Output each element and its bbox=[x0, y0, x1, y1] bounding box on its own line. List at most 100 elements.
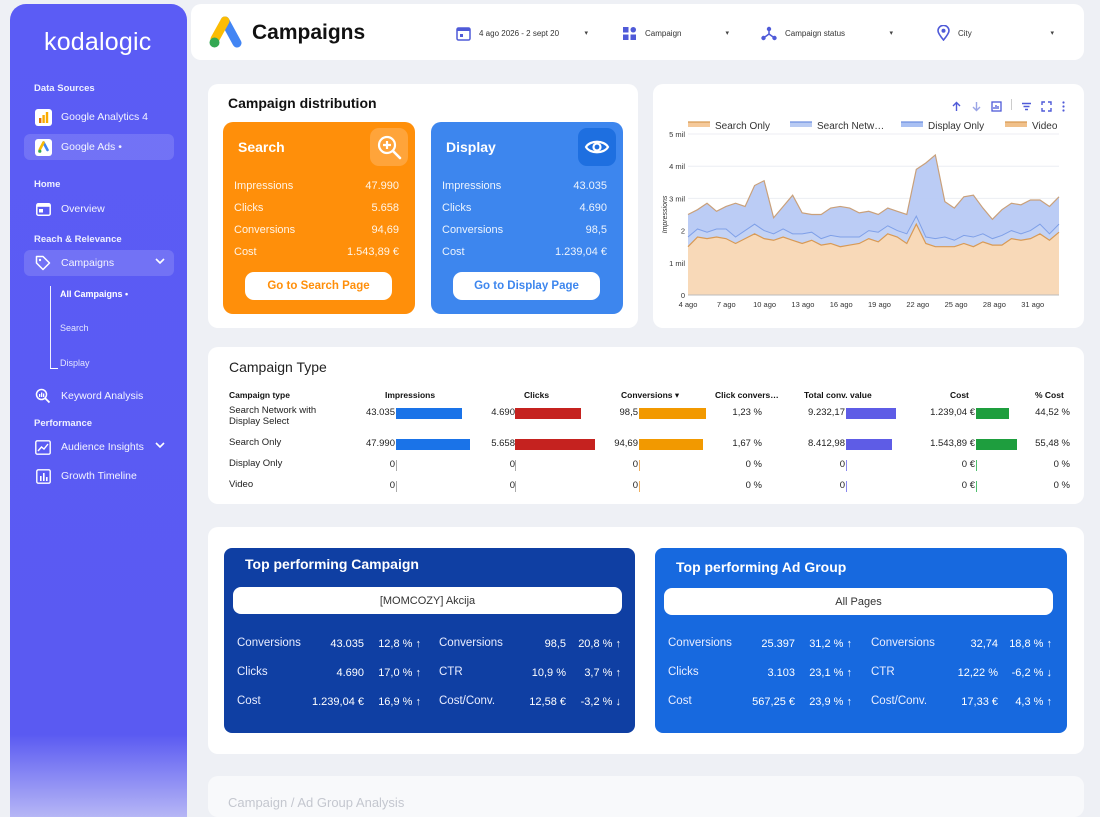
metric-value: 3.103 bbox=[767, 667, 795, 679]
analysis-card bbox=[208, 776, 1084, 817]
metric-delta: 23,9 % ↑ bbox=[809, 696, 852, 708]
sidebar: kodalogic Data Sources Google Analytics … bbox=[10, 4, 187, 817]
metric-label: Conversions bbox=[871, 637, 935, 649]
metric-delta: 4,3 % ↑ bbox=[1015, 696, 1052, 708]
y-tick-label: 3 mil bbox=[669, 194, 685, 203]
percent-cost-value: 0 % bbox=[1053, 459, 1070, 470]
column-header[interactable]: Cost bbox=[950, 390, 969, 400]
column-header[interactable]: Conversions ▾ bbox=[621, 390, 680, 400]
metric-value: 98,5 bbox=[544, 638, 566, 650]
date-range-value: 4 ago 2026 - 2 sept 20 bbox=[479, 28, 560, 38]
date-range-picker[interactable]: 4 ago 2026 - 2 sept 20 ▾ bbox=[450, 20, 600, 46]
sort-ascending-icon[interactable] bbox=[951, 99, 962, 117]
column-header[interactable]: Click convers… bbox=[715, 390, 779, 400]
metric-delta: -3,2 % ↓ bbox=[580, 696, 621, 708]
campaign-filter[interactable]: Campaign ▾ bbox=[616, 20, 741, 46]
metric-label: Clicks bbox=[668, 666, 699, 678]
metric-value: 567,25 € bbox=[752, 696, 795, 708]
chart-export-icon[interactable] bbox=[991, 99, 1002, 117]
sidebar-subitem-search[interactable]: Search bbox=[60, 323, 89, 333]
top-campaign-name: [MOMCOZY] Akcija bbox=[233, 587, 622, 614]
section-reach: Reach & Relevance bbox=[34, 234, 122, 245]
sidebar-item-growth-timeline[interactable]: Growth Timeline bbox=[24, 463, 174, 489]
metric-label: Conversions bbox=[237, 637, 301, 649]
metric-delta: 23,1 % ↑ bbox=[809, 667, 852, 679]
stat-value: 43.035 bbox=[573, 180, 607, 192]
impressions-value: 47.990 bbox=[365, 438, 395, 449]
impressions-value: 0 bbox=[389, 459, 395, 470]
google-ads-logo-icon bbox=[207, 16, 243, 55]
campaign-type-card bbox=[208, 347, 1084, 504]
metric-label: Clicks bbox=[237, 666, 268, 678]
column-header[interactable]: % Cost bbox=[1035, 390, 1064, 400]
total-value-bar bbox=[846, 460, 847, 471]
x-tick-label: 22 ago bbox=[906, 300, 929, 309]
google-ads-icon bbox=[34, 138, 52, 156]
sidebar-subitem-all-campaigns[interactable]: All Campaigns • bbox=[60, 289, 129, 299]
metric-value: 1.239,04 € bbox=[312, 696, 364, 708]
legend-swatch bbox=[790, 122, 812, 127]
column-header[interactable]: Clicks bbox=[524, 390, 550, 400]
stat-value: 47.990 bbox=[365, 180, 399, 192]
total-value: 0 bbox=[839, 459, 845, 470]
clicks-value: 0 bbox=[509, 480, 515, 491]
column-header[interactable]: Impressions bbox=[385, 390, 436, 400]
impressions-area-chart: 0 1 mil 2 3 mil 4 mil 5 mil Impressions 4 ago 7 … bbox=[662, 121, 1060, 309]
sidebar-item-ga4[interactable]: Google Analytics 4 bbox=[24, 104, 174, 130]
legend-label: Search Netw… bbox=[817, 121, 884, 132]
go-to-display-button[interactable]: Go to Display Page bbox=[453, 272, 600, 300]
cost-bar bbox=[976, 439, 1017, 450]
sidebar-subitem-display[interactable]: Display bbox=[60, 358, 90, 368]
metric-value: 10,9 % bbox=[531, 667, 566, 679]
city-filter[interactable]: City ▾ bbox=[931, 20, 1066, 46]
clicks-bar bbox=[515, 460, 516, 471]
campaign-status-filter[interactable]: Campaign status ▾ bbox=[755, 20, 905, 46]
dropdown-arrow-icon: ▾ bbox=[584, 30, 588, 37]
y-tick-label: 4 mil bbox=[669, 162, 685, 171]
metric-label: CTR bbox=[439, 666, 463, 678]
sort-descending-icon[interactable] bbox=[971, 99, 982, 117]
location-pin-icon bbox=[937, 25, 950, 41]
column-header[interactable]: Total conv. value bbox=[804, 390, 872, 400]
stat-row: Clicks 4.690 bbox=[442, 202, 607, 214]
fullscreen-icon[interactable] bbox=[1041, 99, 1052, 117]
zoom-in-icon bbox=[370, 128, 408, 166]
stat-label: Clicks bbox=[234, 202, 264, 214]
sidebar-item-overview[interactable]: Overview bbox=[24, 196, 174, 222]
dropdown-arrow-icon: ▾ bbox=[725, 30, 729, 37]
display-tile: Display Impressions 43.035 Clicks 4.690 Co… bbox=[431, 122, 623, 314]
more-options-icon[interactable] bbox=[1061, 99, 1066, 117]
click-conversion-value: 0 % bbox=[745, 459, 762, 470]
grid-icon bbox=[622, 26, 637, 41]
x-tick-label: 7 ago bbox=[717, 300, 736, 309]
sidebar-item-audience-insights[interactable]: Audience Insights bbox=[24, 434, 174, 460]
series-line-search-network bbox=[687, 214, 1060, 241]
sidebar-item-label: Audience Insights bbox=[61, 441, 144, 453]
panel-title: Top performing Ad Group bbox=[676, 559, 847, 575]
sidebar-item-google-ads[interactable]: Google Ads • bbox=[24, 134, 174, 160]
sidebar-item-campaigns[interactable]: Campaigns bbox=[24, 250, 174, 276]
cost-value: 1.543,89 € bbox=[930, 438, 975, 449]
percent-cost-value: 0 % bbox=[1053, 480, 1070, 491]
x-tick-label: 19 ago bbox=[868, 300, 891, 309]
card-title: Campaign Type bbox=[229, 359, 327, 375]
filter-icon[interactable] bbox=[1021, 99, 1032, 117]
y-tick-label: 5 mil bbox=[669, 130, 685, 139]
clicks-bar bbox=[515, 439, 595, 450]
impressions-bar bbox=[396, 408, 463, 419]
click-conversion-value: 1,67 % bbox=[732, 438, 762, 449]
trend-icon bbox=[34, 438, 52, 456]
go-to-search-button[interactable]: Go to Search Page bbox=[245, 272, 392, 300]
impressions-chart-card: 0 1 mil 2 3 mil 4 mil 5 mil Impressions 4 ago 7 … bbox=[653, 84, 1084, 328]
series-area-search-only bbox=[688, 224, 1059, 295]
legend-swatch bbox=[688, 122, 710, 127]
conversions-bar bbox=[639, 460, 640, 471]
sidebar-item-keyword-analysis[interactable]: Keyword Analysis bbox=[24, 383, 174, 409]
stat-label: Conversions bbox=[442, 224, 504, 236]
dropdown-arrow-icon: ▾ bbox=[889, 30, 893, 37]
app-logo: kodalogic bbox=[44, 28, 152, 56]
metric-delta: 20,8 % ↑ bbox=[578, 638, 621, 650]
metric-value: 32,74 bbox=[970, 638, 998, 650]
sidebar-item-label: Overview bbox=[61, 203, 105, 215]
total-value-bar bbox=[846, 481, 847, 492]
